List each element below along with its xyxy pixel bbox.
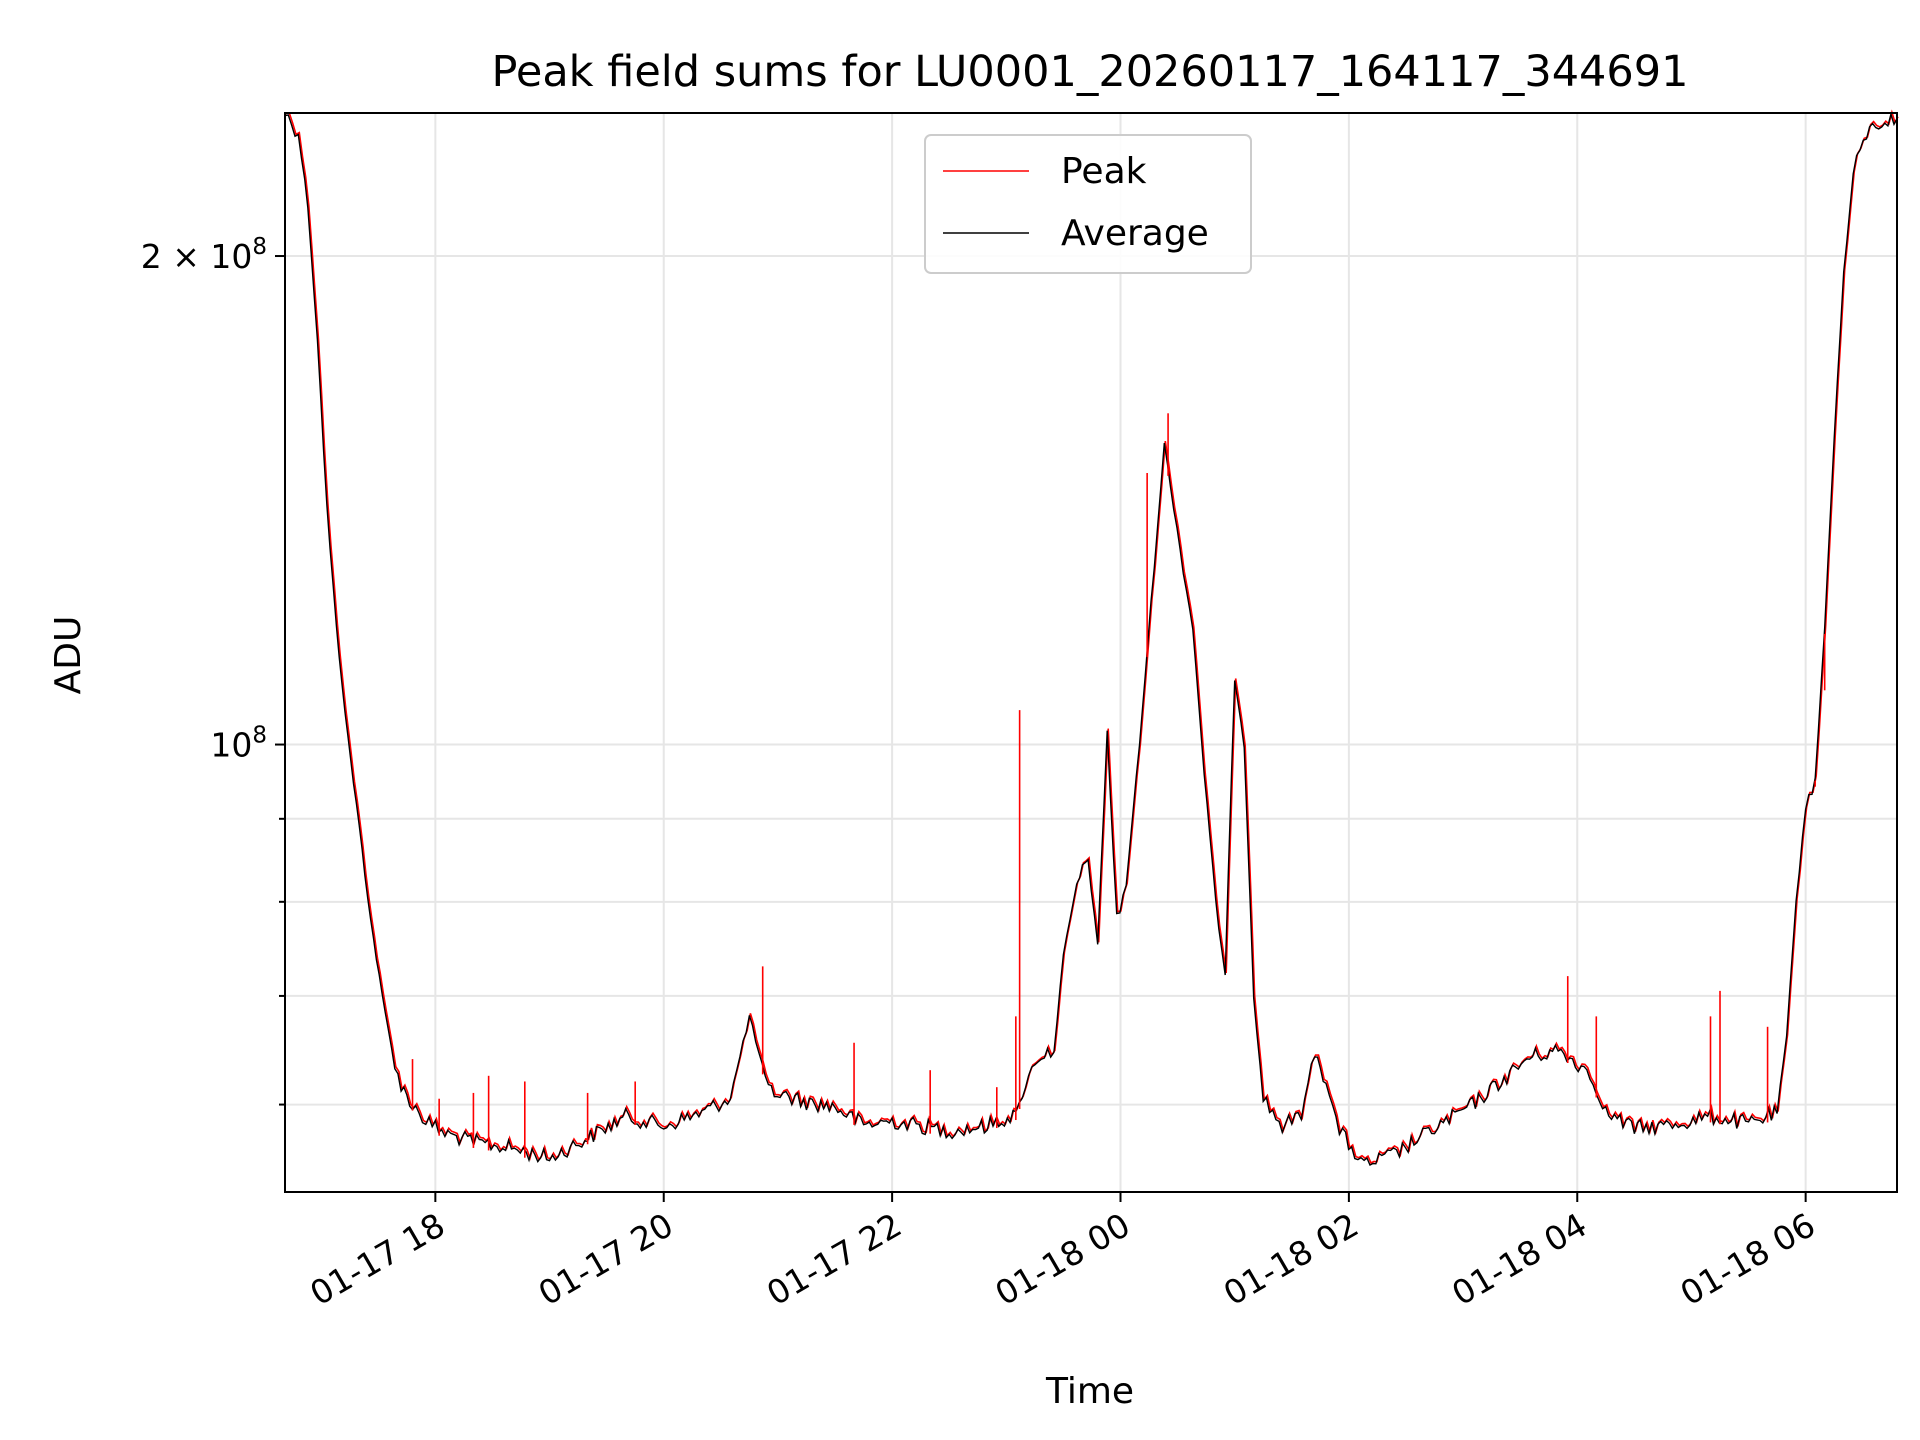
legend: Peak Average bbox=[924, 134, 1252, 274]
series-line-average bbox=[284, 111, 1898, 1166]
grid bbox=[285, 113, 1897, 1192]
x-axis-label: Time bbox=[1045, 1371, 1134, 1412]
plot-background bbox=[285, 113, 1897, 1192]
series-layer bbox=[284, 109, 1899, 1166]
series-peak-spikes bbox=[411, 413, 1826, 1158]
series-line-peak bbox=[285, 109, 1899, 1165]
plot-area bbox=[284, 109, 1899, 1193]
chart-title: Peak field sums for LU0001_20260117_1641… bbox=[491, 47, 1688, 97]
legend-box bbox=[924, 134, 1252, 274]
plot-frame bbox=[284, 112, 1898, 1193]
legend-label-average: Average bbox=[1061, 213, 1209, 254]
y-tick-label: 2 × 108 bbox=[141, 234, 267, 276]
y-axis-label: ADU bbox=[48, 616, 89, 695]
legend-label-peak: Peak bbox=[1061, 151, 1147, 192]
